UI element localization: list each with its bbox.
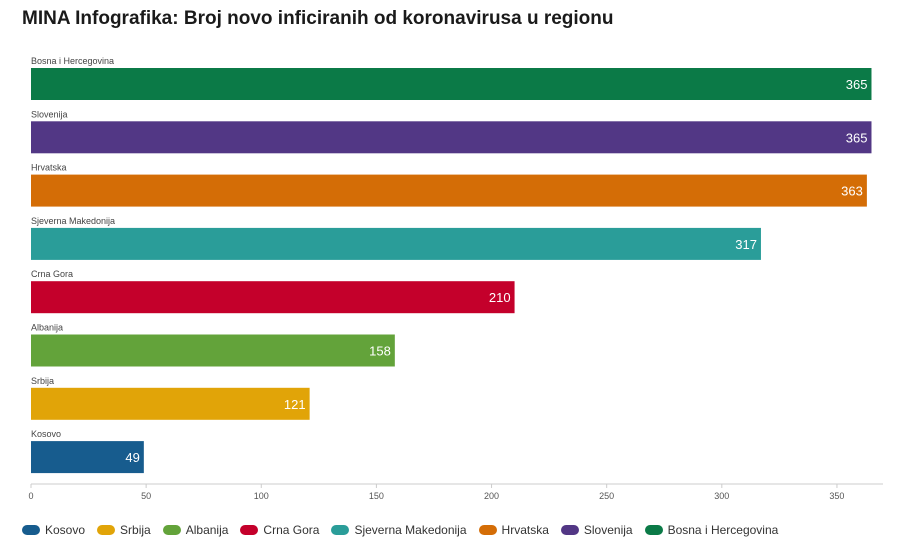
data-label: 49 <box>125 450 139 465</box>
legend-label: Kosovo <box>45 523 86 537</box>
category-label: Crna Gora <box>31 269 73 279</box>
x-tick-label: 0 <box>28 491 33 501</box>
legend-item[interactable]: Bosna i Hercegovina <box>644 523 779 537</box>
category-label: Albanija <box>31 323 63 333</box>
bar <box>31 227 761 260</box>
category-label: Srbija <box>31 376 54 386</box>
legend-swatch <box>240 525 259 535</box>
bar <box>31 441 144 474</box>
legend-swatch <box>478 525 497 535</box>
legend-label: Slovenija <box>583 523 633 537</box>
legend-swatch <box>97 525 116 535</box>
category-label: Slovenija <box>31 109 68 119</box>
legend-label: Sjeverna Makedonija <box>354 523 467 537</box>
x-tick-label: 50 <box>141 491 151 501</box>
legend-label: Srbija <box>120 523 151 537</box>
bar <box>31 387 310 420</box>
chart-legend: Kosovo Srbija Albanija Crna Gora Sjeverna Ma… <box>22 523 778 537</box>
category-label: Sjeverna Makedonija <box>31 216 115 226</box>
x-tick-label: 350 <box>829 491 844 501</box>
legend-label: Albanija <box>185 523 229 537</box>
legend-swatch <box>560 525 579 535</box>
data-label: 121 <box>284 397 306 412</box>
bar <box>31 121 872 154</box>
legend-label: Bosna i Hercegovina <box>667 523 779 537</box>
legend-item[interactable]: Slovenija <box>560 523 633 537</box>
bar <box>31 334 395 367</box>
data-label: 210 <box>489 290 511 305</box>
bar <box>31 281 515 314</box>
legend-item[interactable]: Sjeverna Makedonija <box>331 523 467 537</box>
bar <box>31 174 867 207</box>
data-label: 317 <box>735 237 757 252</box>
chart-title: MINA Infografika: Broj novo inficiranih … <box>22 8 614 29</box>
legend-swatch <box>331 525 350 535</box>
data-label: 365 <box>846 77 868 92</box>
category-label: Bosna i Hercegovina <box>31 56 114 66</box>
legend-swatch <box>162 525 181 535</box>
legend-label: Hrvatska <box>501 523 549 537</box>
data-label: 363 <box>841 184 863 199</box>
category-label: Hrvatska <box>31 163 67 173</box>
legend-swatch <box>644 525 663 535</box>
legend-item[interactable]: Hrvatska <box>478 523 549 537</box>
category-label: Kosovo <box>31 429 61 439</box>
legend-item[interactable]: Crna Gora <box>240 523 319 537</box>
legend-item[interactable]: Kosovo <box>22 523 85 537</box>
x-tick-label: 200 <box>484 491 499 501</box>
legend-item[interactable]: Albanija <box>162 523 229 537</box>
bar-chart: Bosna i Hercegovina 365 Slovenija 365 Hrvats… <box>28 56 883 501</box>
x-tick-label: 300 <box>714 491 729 501</box>
x-tick-label: 250 <box>599 491 614 501</box>
data-label: 365 <box>846 130 868 145</box>
x-tick-label: 150 <box>369 491 384 501</box>
legend-item[interactable]: Srbija <box>97 523 151 537</box>
legend-label: Crna Gora <box>263 523 320 537</box>
x-tick-label: 100 <box>254 491 269 501</box>
legend-swatch <box>22 525 40 535</box>
bar <box>31 68 872 100</box>
data-label: 158 <box>369 344 391 359</box>
